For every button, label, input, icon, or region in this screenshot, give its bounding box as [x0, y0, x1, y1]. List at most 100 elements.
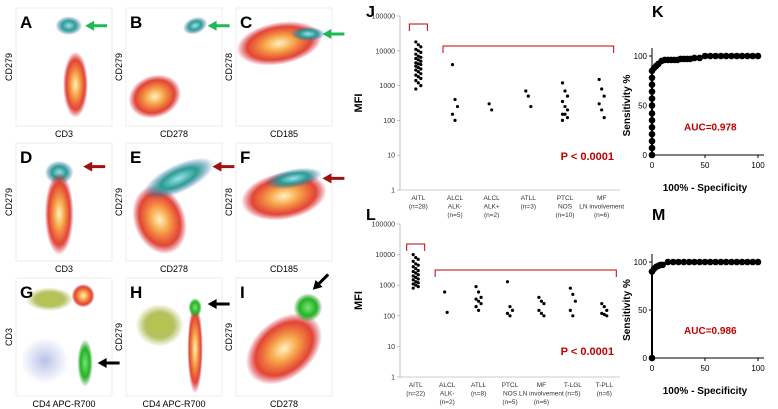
data-point [453, 118, 457, 122]
data-point [707, 52, 714, 60]
data-point [414, 87, 418, 91]
data-point [414, 47, 418, 51]
cell-population [63, 51, 88, 118]
data-point [416, 277, 420, 281]
panel-label: I [240, 283, 245, 302]
strip-chart: 1 10 100 1000 10000 100000 AITL (n=22) ALCL ALK-(… [353, 207, 620, 406]
data-point [722, 52, 730, 60]
data-point [508, 304, 512, 309]
x-axis-label: 100% - Specificity [663, 183, 748, 194]
data-point [560, 112, 565, 116]
data-point [717, 258, 725, 266]
panel-label: K [652, 4, 664, 21]
x-tick-label: 0 [650, 161, 655, 170]
auc-label: AUC=0.986 [684, 326, 737, 337]
panel-label: D [20, 148, 32, 167]
data-point [563, 104, 567, 109]
data-point [542, 302, 546, 306]
data-point [411, 265, 415, 269]
data-point [659, 261, 666, 269]
significance-bracket [442, 45, 615, 53]
data-point [648, 110, 656, 117]
flow-plot: H CD4 APC-R700 CD279 [114, 277, 230, 409]
y-tick-label: 100 [383, 313, 395, 320]
y-axis-label: MFI [353, 94, 365, 113]
arrow-head [312, 280, 323, 290]
data-point [416, 62, 420, 66]
data-point [455, 104, 460, 109]
data-point [419, 76, 423, 81]
panel-label: L [366, 207, 376, 224]
data-point [419, 59, 423, 63]
y-tick-label: 1 [391, 375, 395, 382]
data-point [414, 262, 418, 266]
data-point [419, 50, 423, 54]
data-point [479, 295, 483, 299]
y-tick-label: 10000 [376, 252, 396, 259]
roc-curve [651, 261, 758, 358]
panel-label: H [130, 283, 142, 302]
data-point [648, 95, 656, 102]
panel-label: E [130, 148, 141, 167]
data-point [602, 312, 606, 317]
data-point [560, 99, 565, 104]
y-tick-label: 10 [387, 344, 395, 351]
data-point [450, 63, 455, 67]
data-point [600, 302, 604, 306]
data-point [419, 63, 423, 67]
data-point [648, 117, 656, 124]
y-tick-label: 1000 [379, 83, 395, 90]
arrow-head [322, 173, 332, 184]
data-point [602, 304, 606, 309]
data-point [510, 308, 515, 313]
data-point [419, 72, 423, 76]
data-point [600, 311, 604, 315]
p-value: P < 0.0001 [561, 151, 614, 163]
y-tick-label: 1000 [379, 283, 395, 290]
data-point [453, 97, 457, 102]
auc-label: AUC=0.978 [684, 122, 737, 133]
x-tick-label: T-LGL (n=5) [564, 382, 582, 398]
cell-population [71, 283, 95, 308]
data-point [648, 144, 656, 152]
x-axis-label: CD3 [55, 264, 73, 274]
data-point [416, 70, 420, 74]
data-point [505, 311, 510, 315]
data-point [414, 275, 418, 279]
data-point [648, 130, 656, 138]
x-tick-label: ATLL (n=8) [471, 382, 487, 398]
cell-population [290, 26, 326, 42]
arrow-head [97, 357, 107, 368]
cell-population [20, 337, 69, 385]
data-point [476, 299, 481, 303]
strip-chart: 1 10 100 1000 10000 100000 AITL (n=28) ALCL ALK-(… [353, 4, 624, 219]
data-point [416, 43, 420, 47]
flow-plot: A CD3 CD279 [4, 7, 113, 139]
data-point [414, 283, 418, 287]
x-tick-label: 100 [751, 161, 765, 170]
cell-population [55, 16, 83, 36]
flow-plot: G CD4 APC-R700 CD3 [4, 277, 120, 409]
data-point [487, 102, 491, 106]
data-point [696, 258, 703, 266]
data-point [411, 282, 415, 286]
data-point [707, 258, 714, 266]
data-point [749, 258, 756, 266]
data-point [526, 94, 530, 98]
data-point [411, 259, 415, 263]
y-tick-label: 1 [391, 188, 395, 195]
data-point [728, 52, 735, 60]
data-point [476, 308, 481, 313]
data-point [648, 354, 656, 362]
y-axis-label: CD278 [224, 188, 234, 216]
data-point [524, 89, 528, 93]
panel-label: J [366, 4, 375, 21]
flow-plot: F CD185 CD278 [224, 142, 345, 274]
y-axis-label: CD279 [4, 53, 14, 81]
x-tick-label: PTCL NOS (n=10) [556, 195, 575, 219]
data-point [691, 258, 698, 266]
data-point [416, 285, 420, 289]
data-point [411, 278, 415, 282]
x-tick-label: ALCL ALK+ (n=2) [484, 195, 501, 219]
